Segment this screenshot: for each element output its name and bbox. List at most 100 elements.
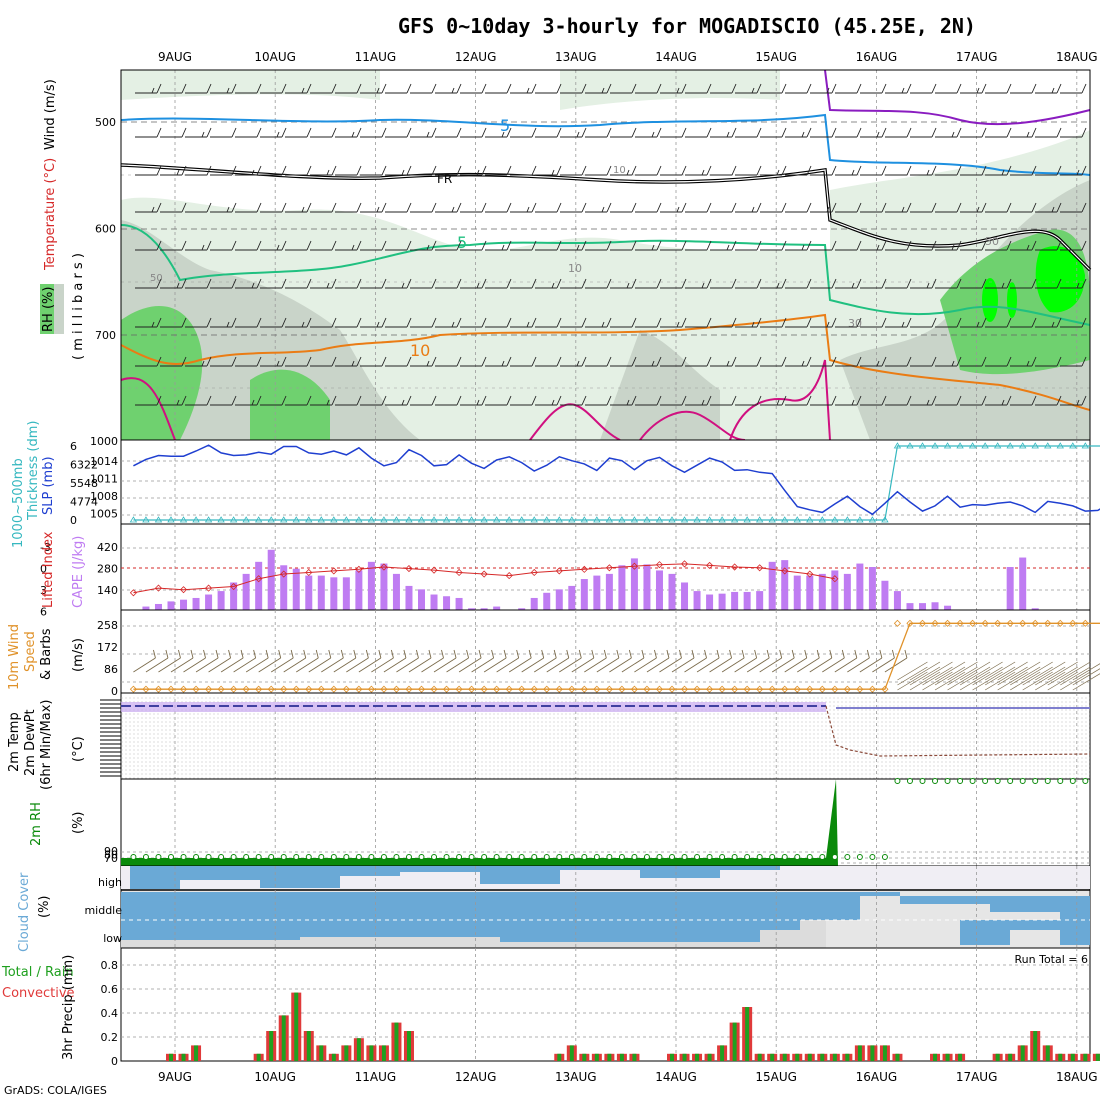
barb-flag <box>881 127 887 138</box>
barb-flag <box>251 282 255 289</box>
barb-flag <box>531 356 537 367</box>
wind-barb-10m-flag <box>829 649 833 659</box>
thickness-marker <box>405 516 413 523</box>
wind-barb <box>235 356 262 367</box>
wind-barb-10m <box>984 661 1016 681</box>
wind-barb <box>1010 278 1037 289</box>
wind-barb <box>360 317 387 328</box>
barb-flag <box>156 127 162 138</box>
barb-flag <box>431 395 437 406</box>
wind-barb <box>160 83 187 94</box>
barb-flag <box>781 278 787 289</box>
barb-flag <box>276 244 280 251</box>
wind-barb-10m <box>1060 661 1091 681</box>
wind-barb <box>935 356 962 367</box>
lifted-index-marker <box>555 567 563 575</box>
wind-barb-10m <box>446 657 469 673</box>
barb-flag <box>476 169 480 176</box>
wind-barb-10m-flag <box>428 649 432 659</box>
barb-flag <box>606 165 612 176</box>
wind-barb <box>285 356 312 367</box>
thickness-marker <box>943 442 952 449</box>
wind-barb <box>785 165 812 176</box>
lifted-index-marker <box>706 561 714 570</box>
temperature-axis-label: Temperature (°C) <box>43 158 58 271</box>
lifted-index-marker <box>530 568 538 577</box>
date-label-bottom: 14AUG <box>655 1070 697 1084</box>
slp-tick: 1011 <box>90 473 118 486</box>
wind-barb <box>1060 395 1087 406</box>
wind-barb <box>885 317 912 328</box>
wind-barb-10m <box>822 657 845 673</box>
contour-label: 10 <box>613 165 626 176</box>
wind-barb <box>760 165 787 176</box>
wind-barb-10m-flag <box>453 649 457 659</box>
barb-flag <box>281 317 287 328</box>
wind-barb <box>735 356 762 367</box>
barb-flag <box>651 360 655 367</box>
barb-flag <box>556 165 562 176</box>
thickness-marker <box>918 442 927 449</box>
rh-marker <box>631 854 638 860</box>
contour-label: 10 <box>410 341 430 360</box>
barb-flag <box>381 83 387 94</box>
barb-flag <box>481 278 487 289</box>
barb-flag <box>156 317 162 328</box>
wind-barb-10m <box>1047 666 1078 686</box>
barb-flag <box>206 83 212 94</box>
barb-flag <box>1031 395 1037 406</box>
barb-flag <box>876 360 880 367</box>
barb-flag <box>856 202 862 213</box>
wind-barb-10m-flag <box>566 649 570 659</box>
barb-flag <box>401 399 405 406</box>
precip-bar-total <box>795 1053 800 1061</box>
wind-barb <box>810 165 837 176</box>
wind-barb-10m <box>1060 666 1091 686</box>
barb-flag <box>681 395 687 406</box>
wind-barbs-upper <box>135 83 1087 406</box>
thickness-marker <box>743 516 751 523</box>
wind-speed-marker <box>367 685 375 693</box>
cloud-label-a: Cloud Cover <box>17 872 32 952</box>
precip-bar-total <box>369 1045 374 1061</box>
barb-flag <box>806 317 812 328</box>
wind-barb <box>210 127 237 138</box>
wind-barb <box>910 165 937 176</box>
barb-flag <box>956 317 962 328</box>
precip-bar-total <box>344 1045 349 1061</box>
barb-flag <box>281 165 287 176</box>
rh-marker <box>1082 778 1089 784</box>
rh-markers <box>130 778 1089 860</box>
precip-bar-total <box>1033 1031 1038 1061</box>
wind-barb-10m-flag <box>491 649 495 659</box>
wind-speed-marker <box>731 685 739 693</box>
wind-barb-10m-flag <box>178 649 181 659</box>
wind-barb <box>185 165 212 176</box>
cape-tick: 280 <box>97 563 118 576</box>
barb-flag <box>256 83 262 94</box>
lifted-index-marker <box>781 567 789 575</box>
wind-barb <box>435 356 462 367</box>
wind-barb-10m <box>521 657 544 673</box>
credit: GrADS: COLA/IGES <box>4 1084 107 1097</box>
barb-flag <box>806 240 812 251</box>
lifted-index-tick: 6 <box>40 606 47 619</box>
cape-bar <box>706 594 714 610</box>
wind-barb <box>410 395 437 406</box>
barb-flag <box>1056 278 1062 289</box>
wind-barb-10m <box>1009 671 1041 691</box>
cape-bar <box>280 565 288 610</box>
thickness-marker <box>492 516 501 523</box>
wind-barb <box>860 278 887 289</box>
wind-barb-10m-flag <box>503 649 507 659</box>
barb-flag <box>706 395 712 406</box>
rh-marker <box>1044 778 1051 784</box>
cape-bar <box>405 585 413 610</box>
barb-flag <box>856 127 862 138</box>
wind-barb <box>385 202 412 213</box>
rh-marker <box>180 854 187 860</box>
lifted-index-marker <box>305 568 313 577</box>
barb-flag <box>356 317 362 328</box>
barb-flag <box>1001 169 1005 176</box>
wind-barb <box>285 165 312 176</box>
